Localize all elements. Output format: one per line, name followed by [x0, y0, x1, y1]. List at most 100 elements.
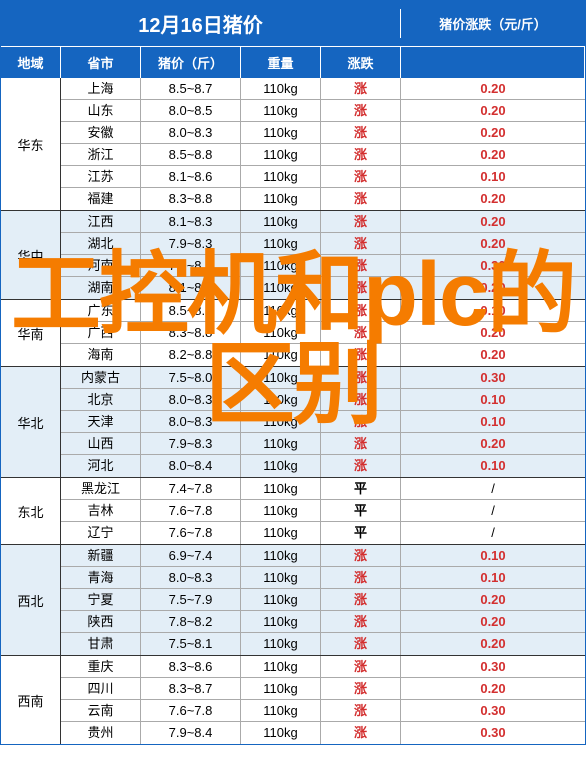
cell-weight: 110kg: [241, 433, 321, 454]
cell-trend: 涨: [321, 300, 401, 321]
cell-change: 0.30: [401, 656, 585, 677]
cell-trend: 涨: [321, 455, 401, 477]
cell-weight: 110kg: [241, 633, 321, 655]
table-row: 山西7.9~8.3110kg涨0.20: [61, 433, 585, 455]
header-price: 猪价（斤）: [141, 47, 241, 78]
cell-weight: 110kg: [241, 233, 321, 254]
cell-province: 上海: [61, 78, 141, 99]
region-label: 东北: [1, 478, 61, 544]
cell-price: 7.5~7.9: [141, 589, 241, 610]
cell-province: 天津: [61, 411, 141, 432]
cell-province: 江苏: [61, 166, 141, 187]
cell-change: 0.10: [401, 545, 585, 566]
cell-change: 0.20: [401, 144, 585, 165]
table-row: 吉林7.6~7.8110kg平/: [61, 500, 585, 522]
region-rows: 黑龙江7.4~7.8110kg平/吉林7.6~7.8110kg平/辽宁7.6~7…: [61, 478, 585, 544]
cell-trend: 涨: [321, 567, 401, 588]
cell-weight: 110kg: [241, 211, 321, 232]
cell-change: 0.30: [401, 722, 585, 744]
cell-trend: 涨: [321, 233, 401, 254]
cell-price: 6.9~7.4: [141, 545, 241, 566]
cell-price: 8.1~8.6: [141, 277, 241, 299]
cell-price: 7.8~8.2: [141, 611, 241, 632]
cell-province: 内蒙古: [61, 367, 141, 388]
table-row: 江西8.1~8.3110kg涨0.20: [61, 211, 585, 233]
cell-weight: 110kg: [241, 589, 321, 610]
table-row: 云南7.6~7.8110kg涨0.30: [61, 700, 585, 722]
table-row: 上海8.5~8.7110kg涨0.20: [61, 78, 585, 100]
cell-province: 云南: [61, 700, 141, 721]
cell-weight: 110kg: [241, 144, 321, 165]
cell-change: 0.20: [401, 611, 585, 632]
cell-province: 甘肃: [61, 633, 141, 655]
cell-trend: 涨: [321, 389, 401, 410]
cell-weight: 110kg: [241, 656, 321, 677]
cell-price: 7.5~8.1: [141, 633, 241, 655]
table-row: 辽宁7.6~7.8110kg平/: [61, 522, 585, 544]
cell-province: 黑龙江: [61, 478, 141, 499]
cell-province: 安徽: [61, 122, 141, 143]
cell-change: /: [401, 478, 585, 499]
table-row: 天津8.0~8.3110kg涨0.10: [61, 411, 585, 433]
cell-trend: 涨: [321, 144, 401, 165]
cell-price: 8.5~8.8: [141, 144, 241, 165]
cell-price: 8.3~8.6: [141, 656, 241, 677]
cell-change: 0.20: [401, 633, 585, 655]
cell-weight: 110kg: [241, 678, 321, 699]
cell-province: 重庆: [61, 656, 141, 677]
cell-weight: 110kg: [241, 344, 321, 366]
region-block: 华南广东8.5~8.8110kg涨0.10广西8.3~8.8110kg涨0.20…: [1, 300, 585, 367]
table-row: 内蒙古7.5~8.0110kg涨0.30: [61, 367, 585, 389]
cell-change: 0.10: [401, 300, 585, 321]
cell-weight: 110kg: [241, 567, 321, 588]
cell-trend: 涨: [321, 633, 401, 655]
cell-weight: 110kg: [241, 522, 321, 544]
header-region: 地域: [1, 47, 61, 78]
cell-province: 广东: [61, 300, 141, 321]
cell-change: 0.10: [401, 166, 585, 187]
table-row: 山东8.0~8.5110kg涨0.20: [61, 100, 585, 122]
cell-trend: 涨: [321, 545, 401, 566]
cell-change: 0.20: [401, 188, 585, 210]
cell-change: 0.10: [401, 567, 585, 588]
region-block: 华中江西8.1~8.3110kg涨0.20湖北7.9~8.3110kg涨0.20…: [1, 211, 585, 300]
cell-province: 湖南: [61, 277, 141, 299]
table-row: 四川8.3~8.7110kg涨0.20: [61, 678, 585, 700]
region-rows: 江西8.1~8.3110kg涨0.20湖北7.9~8.3110kg涨0.20河南…: [61, 211, 585, 299]
table-row: 河南7.9~8.5110kg涨0.30: [61, 255, 585, 277]
region-label: 华北: [1, 367, 61, 477]
cell-price: 8.5~8.7: [141, 78, 241, 99]
header-change-spacer: [401, 47, 585, 78]
title-row: 12月16日猪价 猪价涨跌（元/斤）: [1, 1, 585, 47]
cell-change: /: [401, 500, 585, 521]
region-block: 华北内蒙古7.5~8.0110kg涨0.30北京8.0~8.3110kg涨0.1…: [1, 367, 585, 478]
cell-weight: 110kg: [241, 166, 321, 187]
cell-trend: 涨: [321, 188, 401, 210]
cell-weight: 110kg: [241, 100, 321, 121]
table-row: 新疆6.9~7.4110kg涨0.10: [61, 545, 585, 567]
table-row: 贵州7.9~8.4110kg涨0.30: [61, 722, 585, 744]
cell-price: 8.0~8.5: [141, 100, 241, 121]
cell-trend: 涨: [321, 78, 401, 99]
table-row: 浙江8.5~8.8110kg涨0.20: [61, 144, 585, 166]
table-row: 湖南8.1~8.6110kg涨0.20: [61, 277, 585, 299]
cell-price: 7.6~7.8: [141, 522, 241, 544]
cell-trend: 涨: [321, 255, 401, 276]
cell-province: 青海: [61, 567, 141, 588]
table-row: 青海8.0~8.3110kg涨0.10: [61, 567, 585, 589]
cell-province: 北京: [61, 389, 141, 410]
cell-price: 8.5~8.8: [141, 300, 241, 321]
table-row: 黑龙江7.4~7.8110kg平/: [61, 478, 585, 500]
header-weight: 重量: [241, 47, 321, 78]
cell-weight: 110kg: [241, 300, 321, 321]
cell-province: 广西: [61, 322, 141, 343]
cell-change: 0.10: [401, 455, 585, 477]
cell-change: 0.20: [401, 322, 585, 343]
table-title: 12月16日猪价: [1, 9, 401, 38]
cell-trend: 涨: [321, 656, 401, 677]
region-block: 华东上海8.5~8.7110kg涨0.20山东8.0~8.5110kg涨0.20…: [1, 78, 585, 211]
cell-change: 0.20: [401, 277, 585, 299]
cell-price: 8.0~8.3: [141, 389, 241, 410]
cell-province: 浙江: [61, 144, 141, 165]
region-rows: 内蒙古7.5~8.0110kg涨0.30北京8.0~8.3110kg涨0.10天…: [61, 367, 585, 477]
